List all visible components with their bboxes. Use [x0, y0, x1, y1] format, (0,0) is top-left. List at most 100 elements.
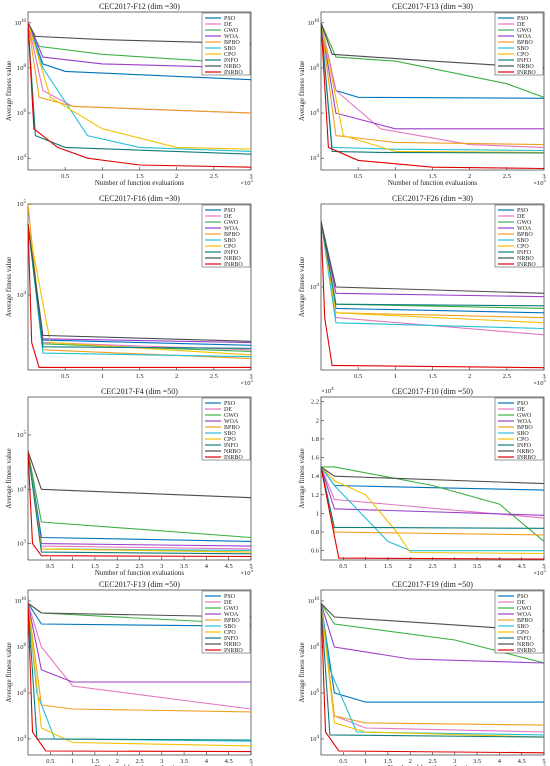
series-line-sbo	[321, 466, 544, 552]
series-line-info	[321, 603, 544, 738]
series-line-nrbo	[321, 22, 544, 69]
legend-entry: PSO	[224, 16, 236, 22]
chart-panel-7: CEC2017-F13 (dim =50) 0.5 1 1.5 2 2.5 3 3.5 4 4.5…	[5, 580, 254, 766]
y-tick-label: 1.2	[311, 492, 319, 499]
legend-entry: INRBO	[224, 455, 243, 461]
legend-entry: WOA	[517, 34, 532, 40]
x-tick-label: 1.5	[428, 173, 436, 180]
series-line-gwo	[28, 451, 251, 539]
chart-panel-5: CEC2017-F4 (dim =50) 0.5 1 1.5 2 2.5 3 3.5 4 4.5 5…	[5, 387, 254, 577]
x-tick-label: 2.5	[503, 373, 511, 380]
legend-entry: SBO	[224, 46, 236, 52]
legend-entry: DE	[224, 22, 232, 28]
legend-entry: PSO	[517, 16, 529, 22]
series-line-inrbo	[28, 451, 251, 558]
y-tick-label: 1.8	[311, 436, 319, 443]
x-tick-label: 3	[453, 758, 456, 765]
x-tick-label: 1.5	[91, 563, 99, 570]
x-exponent-label: ×105	[240, 569, 253, 577]
series-line-bpbo	[321, 22, 544, 146]
y-tick-label: 108	[17, 643, 27, 651]
x-tick-label: 0.5	[354, 173, 362, 180]
legend-entry: DE	[224, 407, 232, 413]
x-tick-label: 2	[409, 758, 412, 765]
legend-entry: DE	[517, 214, 525, 220]
y-exponent-label: ×104	[321, 387, 334, 395]
legend-entry: INFO	[517, 58, 532, 64]
x-tick-label: 1.5	[428, 373, 436, 380]
legend-entry: WOA	[224, 34, 239, 40]
x-tick-label: 3	[160, 563, 163, 570]
legend-entry: BPBO	[517, 425, 533, 431]
legend-entry: INRBO	[224, 70, 243, 76]
series-line-pso	[321, 603, 544, 703]
legend-entry: INRBO	[517, 70, 536, 76]
x-exponent-label: ×105	[533, 179, 546, 187]
legend-entry: INFO	[224, 250, 239, 256]
series-line-inrbo	[28, 603, 251, 753]
legend-entry: NRBO	[517, 64, 534, 70]
series-line-nrbo	[28, 451, 251, 499]
series-line-cpo	[321, 22, 544, 153]
series-line-nrbo	[28, 224, 251, 342]
x-tick-label: 4.5	[518, 758, 526, 765]
x-tick-label: 2	[468, 373, 471, 380]
legend-entry: CPO	[224, 244, 236, 250]
y-tick-label: 1010	[308, 19, 320, 27]
legend-entry: WOA	[517, 612, 532, 618]
x-tick-label: 1.5	[135, 173, 143, 180]
y-tick-label: 0.6	[311, 548, 320, 555]
y-tick-label: 103	[17, 540, 27, 548]
series-line-info	[28, 451, 251, 555]
legend-box	[201, 397, 251, 461]
y-tick-label: 104	[17, 291, 27, 299]
series-line-de	[28, 603, 251, 710]
series-line-cpo	[28, 603, 251, 747]
series-line-pso	[28, 22, 251, 81]
legend-entry: BPBO	[224, 232, 240, 238]
chart-title: CEC2017-F4 (dim =50)	[101, 387, 178, 396]
y-tick-label: 104	[17, 735, 27, 743]
x-exponent-label: ×105	[240, 379, 253, 387]
x-tick-label: 1	[394, 173, 397, 180]
series-line-cpo	[321, 603, 544, 738]
chart-panel-6: CEC2017-F10 (dim =50) 0.5 1 1.5 2 2.5 3 3.5 4 4.5…	[298, 387, 547, 577]
legend-entry: SBO	[517, 624, 529, 630]
x-tick-label: 4.5	[225, 758, 233, 765]
series-line-de	[321, 466, 544, 519]
x-tick-label: 1.5	[384, 758, 392, 765]
y-tick-label: 106	[17, 689, 27, 697]
x-tick-label: 2.5	[503, 173, 511, 180]
y-tick-label: 2.2	[311, 399, 319, 406]
legend-entry: GWO	[517, 606, 532, 612]
legend-box	[201, 590, 251, 654]
series-line-bpbo	[28, 603, 251, 713]
series-line-inrbo	[28, 224, 251, 368]
legend-entry: SBO	[224, 238, 236, 244]
legend-entry: CPO	[224, 437, 236, 443]
legend-entry: BPBO	[517, 618, 533, 624]
x-tick-label: 1	[71, 758, 74, 765]
series-line-info	[321, 221, 544, 307]
x-tick-label: 5	[542, 563, 545, 570]
x-tick-label: 0.5	[61, 173, 69, 180]
legend-entry: BPBO	[224, 618, 240, 624]
legend-entry: GWO	[224, 28, 239, 34]
x-tick-label: 1	[71, 563, 74, 570]
legend-entry: NRBO	[517, 642, 534, 648]
chart-title: CEC2017-F13 (dim =30)	[392, 2, 473, 11]
x-tick-label: 1.5	[384, 563, 392, 570]
x-tick-label: 1	[101, 173, 104, 180]
y-axis-label: Average fitness value	[5, 257, 13, 317]
y-tick-label: 104	[17, 154, 27, 162]
y-tick-label: 104	[17, 485, 27, 493]
legend-entry: PSO	[224, 401, 236, 407]
x-tick-label: 4	[205, 563, 209, 570]
x-tick-label: 4.5	[225, 563, 233, 570]
x-tick-label: 2.5	[428, 563, 436, 570]
